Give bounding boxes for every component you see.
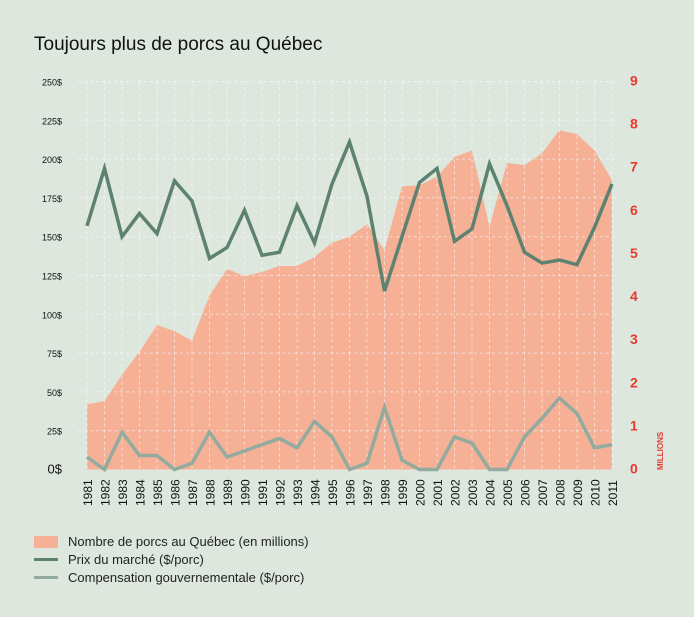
legend-item-pigs: Nombre de porcs au Québec (en millions) — [34, 534, 309, 549]
left-tick-label: 225$ — [42, 116, 62, 126]
x-tick-label: 2002 — [449, 479, 463, 506]
legend-item-price: Prix du marché ($/porc) — [34, 552, 204, 567]
right-tick-label: 0 — [630, 461, 638, 477]
x-tick-label: 1997 — [361, 479, 375, 506]
legend-label: Prix du marché ($/porc) — [68, 552, 204, 567]
left-tick-label: 150$ — [42, 233, 62, 243]
x-tick-label: 2006 — [519, 479, 533, 506]
x-tick-label: 1985 — [151, 479, 165, 506]
left-tick-label: 0$ — [48, 462, 63, 477]
left-tick-label: 50$ — [47, 388, 62, 398]
x-tick-label: 2008 — [554, 479, 568, 506]
right-tick-label: 5 — [630, 245, 638, 261]
x-tick-label: 1999 — [396, 479, 410, 506]
x-tick-label: 1987 — [186, 479, 200, 506]
x-tick-label: 2005 — [501, 479, 515, 506]
x-tick-label: 2003 — [466, 479, 480, 506]
x-tick-label: 2009 — [571, 479, 585, 506]
x-tick-label: 1984 — [134, 479, 148, 506]
left-tick-label: 100$ — [42, 310, 62, 320]
x-tick-label: 2000 — [414, 479, 428, 506]
x-tick-label: 2010 — [589, 479, 603, 506]
right-axis-label: MILLIONS — [656, 431, 665, 470]
legend-swatch-area — [34, 535, 58, 548]
x-tick-label: 1996 — [344, 479, 358, 506]
left-tick-label: 125$ — [42, 272, 62, 282]
right-tick-label: 3 — [630, 331, 638, 347]
x-tick-label: 1995 — [326, 479, 340, 506]
x-tick-label: 1991 — [256, 479, 270, 506]
legend-label: Nombre de porcs au Québec (en millions) — [68, 534, 309, 549]
left-tick-label: 75$ — [47, 349, 62, 359]
x-tick-label: 1992 — [274, 479, 288, 506]
x-tick-label: 2001 — [431, 479, 445, 506]
x-tick-label: 1994 — [309, 479, 323, 506]
x-tick-label: 1998 — [379, 479, 393, 506]
left-tick-label: 250$ — [42, 78, 62, 88]
left-tick-label: 200$ — [42, 155, 62, 165]
chart-title: Toujours plus de porcs au Québec — [34, 34, 323, 55]
x-tick-label: 1986 — [169, 479, 183, 506]
legend-swatch-line — [34, 558, 58, 561]
left-tick-label: 175$ — [42, 194, 62, 204]
x-tick-label: 2004 — [484, 479, 498, 506]
right-tick-label: 1 — [630, 417, 638, 433]
right-tick-label: 9 — [630, 73, 638, 89]
right-tick-label: 4 — [630, 288, 638, 304]
right-tick-label: 6 — [630, 202, 638, 218]
x-tick-label: 2007 — [536, 479, 550, 506]
legend-label: Compensation gouvernementale ($/porc) — [68, 570, 305, 585]
x-tick-label: 1982 — [99, 479, 113, 506]
x-tick-label: 1988 — [204, 479, 218, 506]
legend-swatch-line — [34, 576, 58, 579]
x-tick-label: 1983 — [116, 479, 130, 506]
x-tick-label: 1993 — [291, 479, 305, 506]
legend-item-compensation: Compensation gouvernementale ($/porc) — [34, 570, 304, 585]
x-tick-label: 1981 — [81, 479, 95, 506]
x-tick-label: 2011 — [606, 480, 620, 506]
x-tick-label: 1989 — [221, 479, 235, 506]
right-tick-label: 8 — [630, 116, 638, 132]
right-tick-label: 2 — [630, 374, 638, 390]
right-tick-label: 7 — [630, 159, 638, 175]
left-tick-label: 25$ — [47, 427, 62, 437]
x-tick-label: 1990 — [239, 479, 253, 506]
